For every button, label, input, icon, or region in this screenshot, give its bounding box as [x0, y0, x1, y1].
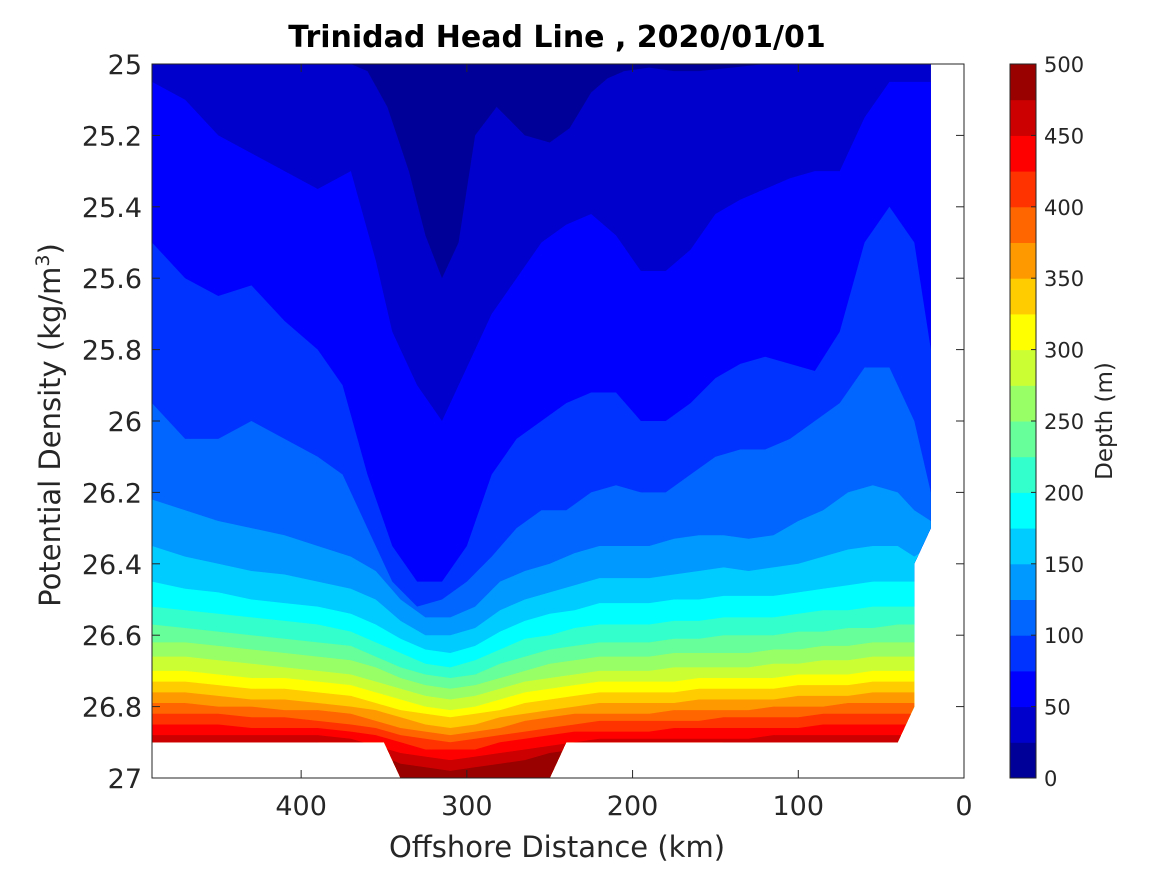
x-axis: 400 300 200 100 0	[275, 64, 973, 822]
colorbar-swatch-6	[1010, 528, 1036, 565]
colorbar-swatch-19	[1010, 64, 1036, 101]
colorbar-swatch-3	[1010, 635, 1036, 672]
y-tick-label-25.6: 25.6	[82, 264, 142, 295]
x-tick-label-0: 0	[955, 791, 972, 822]
x-tick-label-100: 100	[773, 791, 825, 822]
colorbar-swatch-18	[1010, 99, 1036, 136]
colorbar-tick-label-500: 500	[1044, 53, 1084, 77]
y-tick-label-25.4: 25.4	[82, 193, 142, 224]
x-axis-label: Offshore Distance (km)	[389, 830, 725, 864]
colorbar-swatch-13	[1010, 278, 1036, 315]
y-axis-label: Potential Density (kg/m3)	[32, 243, 67, 607]
x-tick-label-400: 400	[275, 791, 327, 822]
colorbar-label: Depth (m)	[1092, 362, 1118, 480]
colorbar-tick-label-450: 450	[1044, 124, 1084, 148]
colorbar-swatch-1	[1010, 706, 1036, 743]
y-tick-label-26: 26	[108, 407, 142, 438]
colorbar-swatch-15	[1010, 206, 1036, 243]
colorbar-tick-label-150: 150	[1044, 553, 1084, 577]
y-tick-label-26.4: 26.4	[82, 550, 142, 581]
colorbar-tick-label-200: 200	[1044, 481, 1084, 505]
colorbar-swatch-9	[1010, 421, 1036, 458]
colorbar-tick-label-0: 0	[1044, 767, 1057, 791]
colorbar-swatch-10	[1010, 385, 1036, 422]
contour-fill-layer	[152, 64, 931, 778]
colorbar-tick-label-50: 50	[1044, 696, 1071, 720]
y-tick-label-25.8: 25.8	[82, 336, 142, 367]
colorbar-swatch-0	[1010, 742, 1036, 779]
y-axis-label-close: )	[33, 243, 67, 254]
colorbar-swatch-12	[1010, 313, 1036, 351]
colorbar-tick-label-400: 400	[1044, 196, 1084, 220]
y-axis-label-superscript: 3	[32, 254, 54, 266]
colorbar-tick-label-300: 300	[1044, 339, 1084, 363]
y-axis: 25 25.2 25.4 25.6 25.8 26 26.2 26.4 26.6 26.8 27	[82, 50, 964, 795]
colorbar-tick-label-350: 350	[1044, 267, 1084, 291]
colorbar-swatch-8	[1010, 456, 1036, 493]
chart-title: Trinidad Head Line , 2020/01/01	[288, 20, 825, 55]
colorbar: 0 50 100 150 200 250 300 350 400 450 500	[1009, 53, 1084, 791]
colorbar-swatch-7	[1010, 492, 1036, 529]
x-tick-label-300: 300	[441, 791, 493, 822]
colorbar-swatch-11	[1010, 349, 1036, 386]
y-tick-label-26.8: 26.8	[82, 693, 142, 724]
y-tick-label-26.6: 26.6	[82, 621, 142, 652]
y-tick-label-25.2: 25.2	[82, 121, 142, 152]
colorbar-swatch-14	[1010, 242, 1036, 279]
colorbar-swatch-2	[1010, 670, 1036, 708]
colorbar-swatch-17	[1010, 135, 1036, 172]
colorbar-tick-label-100: 100	[1044, 624, 1084, 648]
y-axis-label-main: Potential Density (kg/m	[33, 267, 67, 607]
x-tick-label-200: 200	[607, 791, 659, 822]
y-tick-label-26.2: 26.2	[82, 478, 142, 509]
colorbar-tick-label-250: 250	[1044, 410, 1084, 434]
colorbar-swatch-5	[1010, 563, 1036, 600]
colorbar-swatch-16	[1010, 171, 1036, 208]
colorbar-swatch-4	[1010, 599, 1036, 636]
y-tick-label-27: 27	[108, 764, 142, 795]
y-tick-label-25: 25	[108, 50, 142, 81]
